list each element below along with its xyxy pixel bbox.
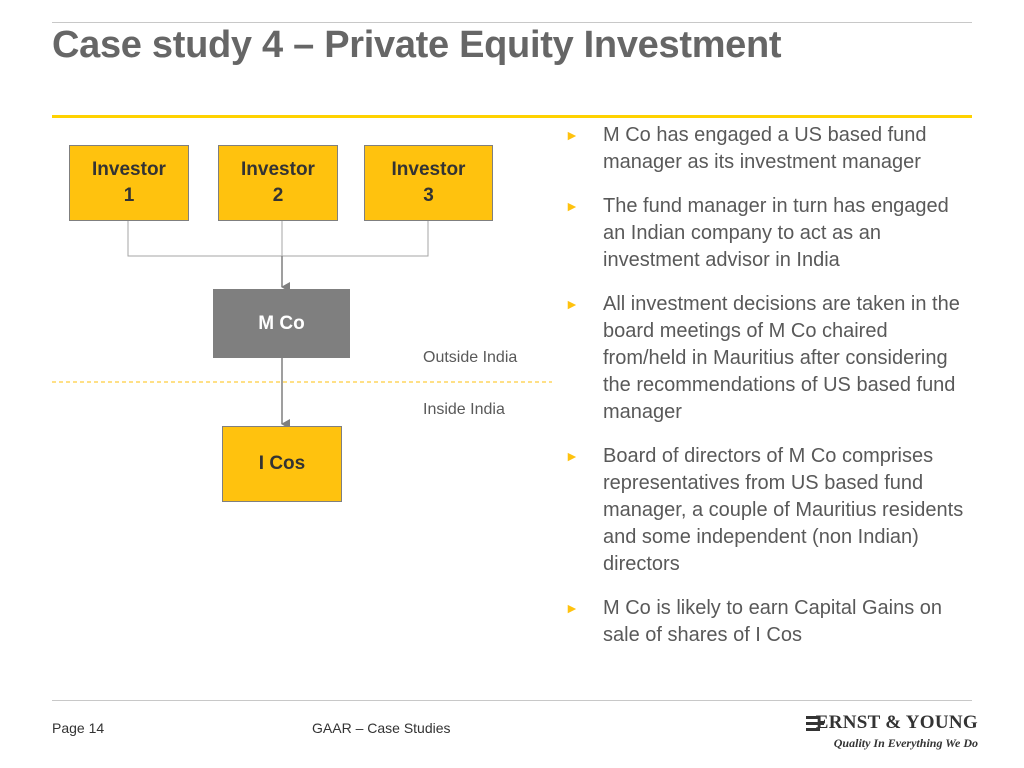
investor-1-box: Investor 1: [69, 145, 189, 221]
right-pointer-icon: ►: [565, 198, 579, 214]
investor-3-label: Investor 3: [391, 159, 466, 206]
bullet-item: ► M Co has engaged a US based fund manag…: [565, 122, 965, 176]
icos-label: I Cos: [258, 453, 306, 474]
bullet-item: ► All investment decisions are taken in …: [565, 291, 965, 426]
bullet-text: All investment decisions are taken in th…: [603, 293, 960, 423]
logo-tagline: Quality In Everything We Do: [833, 736, 978, 750]
bullet-item: ► Board of directors of M Co comprises r…: [565, 443, 965, 578]
mco-label: M Co: [258, 312, 305, 334]
footer-caption: GAAR – Case Studies: [312, 720, 451, 736]
top-rule: [52, 22, 972, 23]
bottom-rule: [52, 700, 972, 701]
investor-2-label: Investor 2: [241, 159, 315, 206]
bullet-text: Board of directors of M Co comprises rep…: [603, 445, 964, 575]
company-logo: ERNST & YOUNG Quality In Everything We D…: [806, 712, 978, 756]
page-number: Page 14: [52, 720, 105, 736]
right-pointer-icon: ►: [565, 600, 579, 616]
investor-2-box: Investor 2: [218, 145, 338, 221]
inside-india-label: Inside India: [423, 401, 505, 418]
outside-india-label: Outside India: [423, 349, 518, 366]
bullet-text: M Co is likely to earn Capital Gains on …: [603, 597, 943, 646]
icos-box: I Cos: [222, 426, 342, 502]
investor-3-box: Investor 3: [364, 145, 493, 221]
bullet-text: The fund manager in turn has engaged an …: [603, 195, 949, 271]
bullet-item: ► The fund manager in turn has engaged a…: [565, 193, 965, 274]
right-pointer-icon: ►: [565, 448, 579, 464]
investors-connector: [127, 221, 429, 257]
investor-1-label: Investor 1: [92, 159, 166, 206]
right-pointer-icon: ►: [565, 127, 579, 143]
bullet-text: M Co has engaged a US based fund manager…: [603, 124, 927, 173]
bullet-list: ► M Co has engaged a US based fund manag…: [565, 122, 965, 666]
bullet-item: ► M Co is likely to earn Capital Gains o…: [565, 595, 965, 649]
ey-logo-icon: [806, 715, 824, 731]
page-title: Case study 4 – Private Equity Investment: [52, 24, 782, 66]
title-underline: [52, 115, 972, 118]
right-pointer-icon: ►: [565, 296, 579, 312]
mco-box: M Co: [213, 289, 350, 358]
diagram-connectors: [52, 221, 552, 429]
logo-company-name: ERNST & YOUNG: [815, 712, 978, 733]
